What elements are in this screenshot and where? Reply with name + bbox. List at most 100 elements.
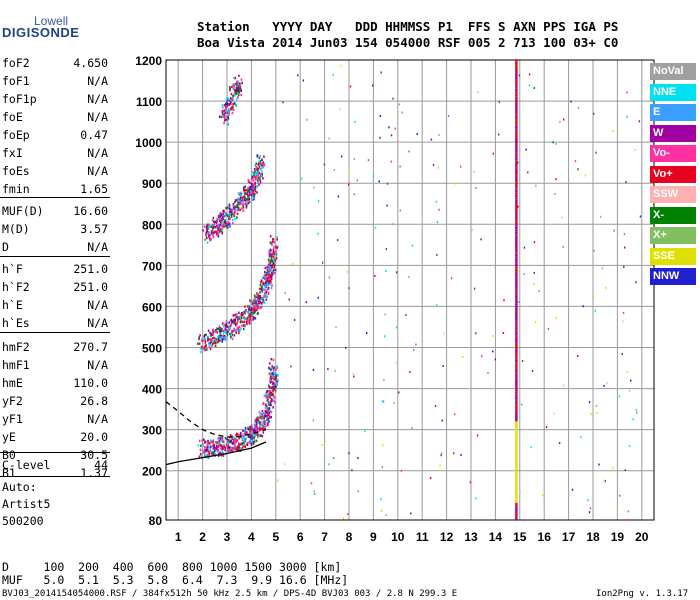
echo-point <box>236 445 239 448</box>
echo-point <box>269 266 272 269</box>
echo-point <box>238 74 240 78</box>
echo-point <box>219 115 221 118</box>
noise-point <box>626 371 628 374</box>
noise-point <box>379 115 382 118</box>
echo-point <box>244 440 246 443</box>
echo-point <box>215 338 218 341</box>
echo-point <box>252 183 255 187</box>
noise-point <box>562 384 565 387</box>
echo-point <box>218 329 221 333</box>
echo-point <box>236 433 239 436</box>
echo-point <box>243 320 246 324</box>
echo-point <box>221 110 224 114</box>
echo-point <box>221 452 223 455</box>
noise-point <box>596 411 598 414</box>
param-value: N/A <box>87 164 108 178</box>
echo-point <box>239 320 242 324</box>
echo-point <box>225 224 227 228</box>
stripe-segment <box>515 325 518 328</box>
noise-point <box>382 400 385 403</box>
echo-point <box>271 266 273 270</box>
echo-point <box>222 217 224 220</box>
echo-point <box>260 298 263 301</box>
echo-point <box>252 179 255 182</box>
echo-point <box>206 448 209 451</box>
echo-point <box>261 297 264 300</box>
echo-point <box>221 103 224 107</box>
echo-point <box>244 445 246 449</box>
echo-point <box>253 175 256 179</box>
echo-point <box>203 335 205 338</box>
stripe-segment <box>515 197 518 200</box>
noise-point <box>392 97 394 100</box>
stripe-segment <box>515 172 518 175</box>
param-value: N/A <box>87 316 108 330</box>
echo-point <box>267 291 270 295</box>
stripe-segment <box>515 59 518 62</box>
stripe-segment <box>515 258 518 262</box>
echo-point <box>198 439 201 443</box>
echo-point <box>265 266 268 269</box>
y-tick-label: 700 <box>142 259 162 273</box>
stripe-segment <box>515 86 518 89</box>
echo-point <box>260 173 263 177</box>
echo-point <box>237 201 239 204</box>
noise-point <box>314 492 316 495</box>
echo-point <box>223 446 225 449</box>
echo-point <box>269 248 272 251</box>
echo-point <box>229 332 231 336</box>
noise-point <box>313 490 315 493</box>
echo-point <box>214 453 217 456</box>
param-row-ye: yE 20.0 <box>2 430 108 448</box>
echo-point <box>245 437 247 440</box>
echo-point <box>250 313 253 316</box>
echo-point <box>234 94 236 97</box>
echo-point <box>261 166 264 169</box>
noise-point <box>411 427 413 430</box>
echo-point <box>238 444 240 447</box>
noise-point <box>290 365 292 368</box>
x-tick-label: 20 <box>635 530 649 544</box>
echo-point <box>235 205 237 208</box>
noise-point <box>570 100 572 103</box>
echo-point <box>224 212 227 215</box>
noise-point <box>562 245 564 248</box>
noise-point <box>628 445 631 448</box>
param-separator <box>0 452 110 453</box>
param-key: MUF(D) <box>2 204 44 218</box>
noise-point <box>593 249 596 252</box>
echo-point <box>264 275 266 279</box>
stripe-segment <box>515 320 518 323</box>
echo-point <box>225 102 227 105</box>
echo-point <box>230 324 232 327</box>
noise-point <box>353 375 355 378</box>
echo-point <box>230 210 232 214</box>
echo-point <box>211 331 214 334</box>
echo-point <box>224 222 227 225</box>
echo-point <box>257 296 259 300</box>
echo-point <box>207 456 210 460</box>
echo-point <box>231 321 233 324</box>
footer-d-row: D 100 200 400 600 800 1000 1500 3000 [km… <box>2 560 342 574</box>
echo-point <box>267 273 269 276</box>
echo-point <box>271 270 273 274</box>
noise-point <box>518 74 521 77</box>
noise-point <box>492 335 494 338</box>
echo-point <box>198 337 200 341</box>
echo-point <box>199 334 201 337</box>
echo-point <box>206 339 209 342</box>
echo-point <box>274 372 277 376</box>
stripe-segment <box>515 285 518 289</box>
stripe-segment <box>515 475 518 479</box>
echo-point <box>249 319 251 322</box>
noise-point <box>409 371 411 374</box>
echo-point <box>220 219 223 222</box>
echo-point <box>273 265 276 269</box>
echo-point <box>229 434 232 437</box>
stripe-segment <box>515 224 518 227</box>
echo-point <box>238 82 241 85</box>
echo-point <box>257 176 260 180</box>
echo-point <box>251 438 253 441</box>
echo-point <box>266 407 268 411</box>
noise-point <box>611 466 614 469</box>
